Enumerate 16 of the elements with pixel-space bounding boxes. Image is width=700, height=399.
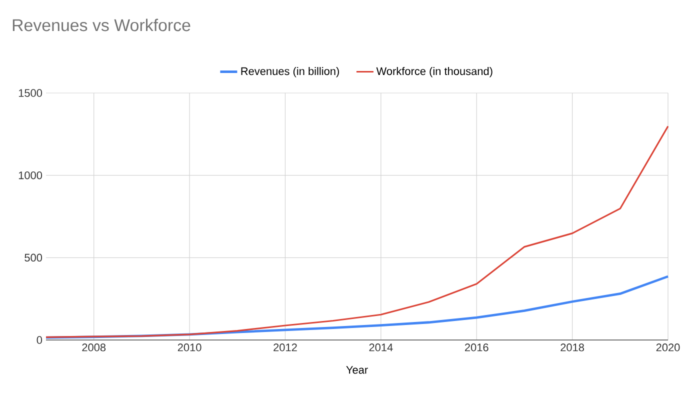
x-tick-label: 2020	[656, 344, 680, 352]
y-tick-label: 500	[24, 254, 42, 262]
legend-label: Revenues (in billion)	[241, 67, 339, 78]
chart-title: Revenues vs Workforce	[12, 18, 190, 32]
x-tick-label: 2010	[178, 344, 202, 352]
x-tick-label: 2012	[274, 344, 297, 352]
x-tick-label: 2018	[560, 344, 584, 352]
x-tick-label: 2014	[369, 344, 393, 352]
line-series	[45, 125, 669, 338]
x-axis-title: Year	[346, 366, 368, 374]
y-tick-label: 1000	[18, 171, 42, 180]
x-tick-label: 2008	[82, 344, 106, 352]
y-tick-label: 1500	[18, 89, 42, 97]
legend-label: Workforce (in thousand)	[376, 67, 492, 78]
x-tick-label: 2016	[464, 344, 488, 352]
y-tick-label: 0	[36, 336, 42, 344]
